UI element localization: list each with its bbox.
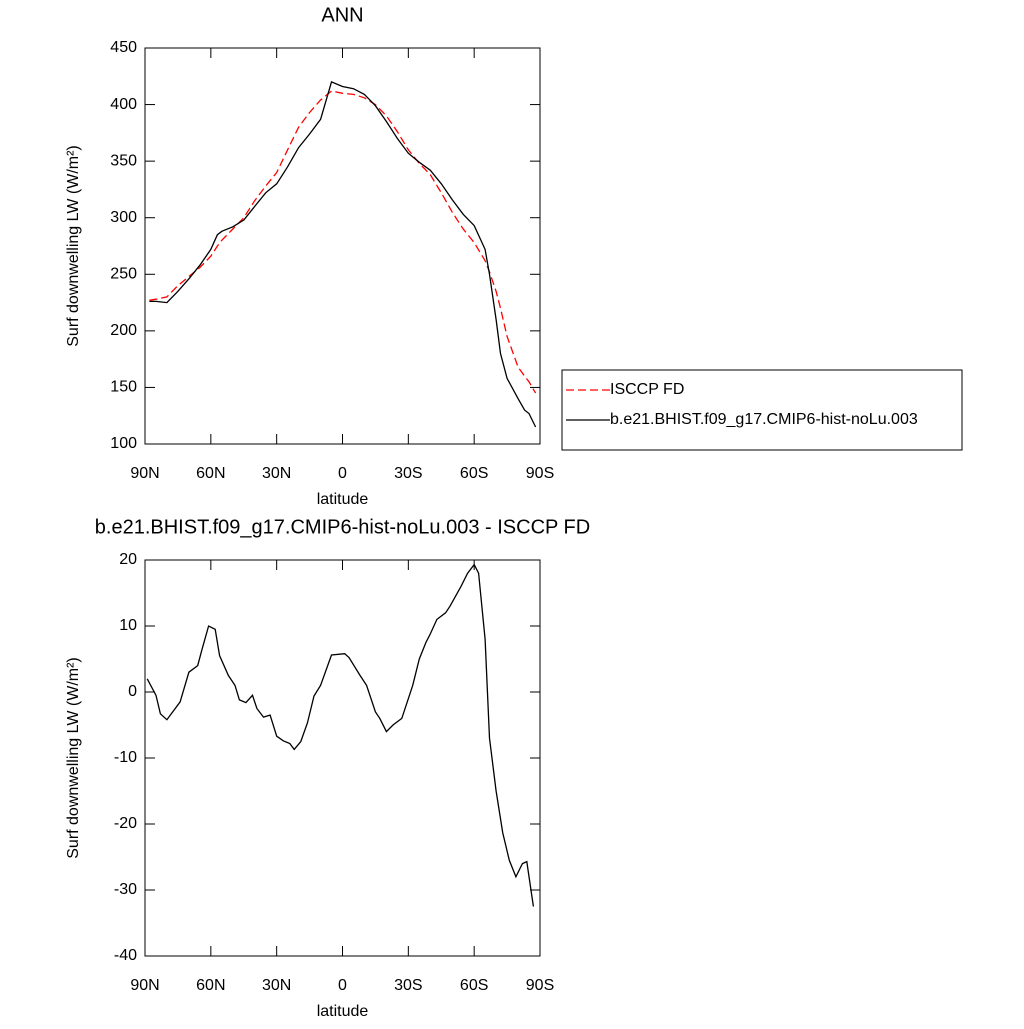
y-tick-label: 400	[110, 96, 137, 113]
data-line	[149, 90, 537, 394]
x-axis-label: latitude	[317, 1003, 369, 1020]
y-tick-label: 350	[110, 152, 137, 169]
x-tick-label: 0	[338, 465, 347, 482]
legend-box	[561, 369, 963, 451]
legend-label: b.e21.BHIST.f09_g17.CMIP6-hist-noLu.003	[610, 411, 918, 428]
x-tick-label: 30N	[262, 977, 291, 994]
y-tick-label: -40	[114, 947, 137, 964]
y-axis-label: Surf downwelling LW (W/m²)	[65, 657, 82, 859]
y-tick-label: 450	[110, 39, 137, 56]
y-tick-label: -30	[114, 881, 137, 898]
x-tick-label: 90N	[130, 977, 159, 994]
y-tick-label: 150	[110, 379, 137, 396]
plot-frame	[144, 47, 541, 445]
y-tick-label: 200	[110, 322, 137, 339]
x-tick-label: 0	[338, 977, 347, 994]
x-tick-label: 90S	[526, 465, 554, 482]
x-axis-label: latitude	[317, 491, 369, 508]
y-tick-label: 20	[119, 551, 137, 568]
x-tick-label: 60S	[460, 465, 488, 482]
x-tick-label: 30S	[394, 977, 422, 994]
x-tick-label: 90S	[526, 977, 554, 994]
x-tick-label: 90N	[130, 465, 159, 482]
x-tick-label: 60N	[196, 465, 225, 482]
y-tick-label: 10	[119, 617, 137, 634]
y-tick-label: -10	[114, 749, 137, 766]
y-axis-label: Surf downwelling LW (W/m²)	[65, 145, 82, 347]
y-tick-label: 100	[110, 435, 137, 452]
x-tick-label: 60N	[196, 977, 225, 994]
plot-frame	[144, 559, 541, 957]
y-tick-label: 300	[110, 209, 137, 226]
x-tick-label: 30S	[394, 465, 422, 482]
y-tick-label: 0	[128, 683, 137, 700]
data-line	[146, 563, 535, 907]
chart-title: b.e21.BHIST.f09_g17.CMIP6-hist-noLu.003 …	[95, 516, 590, 538]
legend-label: ISCCP FD	[610, 381, 684, 398]
y-tick-label: -20	[114, 815, 137, 832]
chart-title: ANN	[321, 4, 363, 26]
y-tick-label: 250	[110, 266, 137, 283]
x-tick-label: 60S	[460, 977, 488, 994]
data-line	[149, 81, 537, 428]
x-tick-label: 30N	[262, 465, 291, 482]
